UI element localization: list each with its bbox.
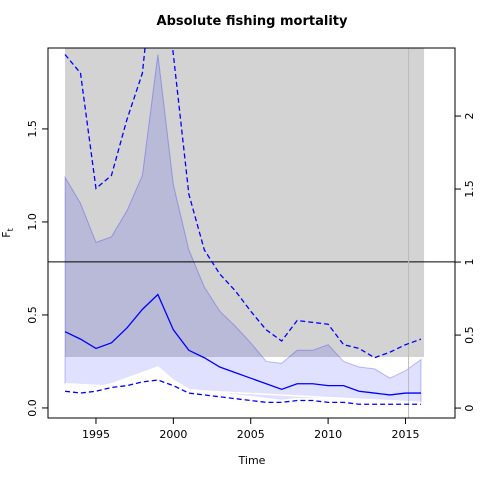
y-tick-label: 0.5 xyxy=(26,306,39,324)
y2-tick-label: 1 xyxy=(463,259,476,266)
series-line xyxy=(64,379,421,405)
y-label-sub: t xyxy=(6,228,15,231)
plot-area xyxy=(48,48,455,418)
series-line xyxy=(64,48,422,359)
shade-region xyxy=(65,48,425,357)
plot-frame xyxy=(47,47,456,419)
y-tick-label: 1.0 xyxy=(26,213,39,231)
y-axis-label: Ft xyxy=(0,228,15,237)
y-tick-label: 0.0 xyxy=(26,399,39,417)
x-tick-label: 2010 xyxy=(314,428,342,441)
y-tick-label: 1.5 xyxy=(26,120,39,138)
y2-tick-label: 0 xyxy=(463,405,476,412)
y2-tick-label: 2 xyxy=(463,113,476,120)
x-tick-label: 2015 xyxy=(391,428,419,441)
y-label-main: F xyxy=(0,231,13,237)
band-lower-edge xyxy=(64,366,421,404)
x-tick-label: 2005 xyxy=(237,428,265,441)
chart-title: Absolute fishing mortality xyxy=(157,14,348,29)
series-line xyxy=(64,293,421,396)
y2-tick-label: 1.5 xyxy=(463,180,476,198)
x-tick-label: 2000 xyxy=(159,428,187,441)
y2-tick-label: 0.5 xyxy=(463,326,476,344)
x-axis-label: Time xyxy=(238,454,266,467)
x-tick-label: 1995 xyxy=(82,428,110,441)
